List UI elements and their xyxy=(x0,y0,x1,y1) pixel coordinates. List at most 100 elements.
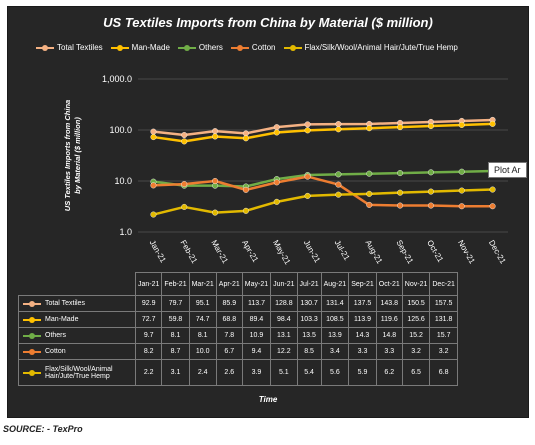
legend-item-cotton: Cotton xyxy=(230,43,276,52)
x-tick-label: Mar-21 xyxy=(209,239,230,266)
data-point xyxy=(150,182,157,189)
series-line xyxy=(153,188,493,216)
data-point xyxy=(212,209,219,216)
table-cell: 15.7 xyxy=(429,327,458,344)
table-cell: 98.4 xyxy=(270,311,298,328)
table-cell: 13.1 xyxy=(270,327,298,344)
table-cell: 130.7 xyxy=(296,295,322,312)
table-cell: 13.5 xyxy=(296,327,322,344)
chart-area: US Textiles Imports from China by Materi… xyxy=(7,6,529,418)
legend-swatch xyxy=(283,44,302,52)
table-row: Total Textiles 92.9 79.7 95.1 85.9 113.7… xyxy=(18,295,458,312)
table-cell: 8.1 xyxy=(188,327,217,344)
table-cell: 6.2 xyxy=(375,359,403,386)
table-cell: 128.8 xyxy=(270,295,298,312)
table-row-label: Total Textiles xyxy=(45,300,85,307)
table-cell: 119.6 xyxy=(375,311,403,328)
table-row: Cotton 8.2 8.7 10.0 6.7 9.4 12.2 8.5 3.4… xyxy=(18,343,458,360)
data-point xyxy=(458,121,465,128)
x-tick-label: Sep-21 xyxy=(394,239,415,266)
data-point xyxy=(181,181,188,188)
table-cell: 3.1 xyxy=(161,359,190,386)
table-cell: 14.8 xyxy=(375,327,403,344)
table-cell: 8.7 xyxy=(161,343,190,360)
table-row-label: Cotton xyxy=(45,348,66,355)
x-tick-label: Apr-21 xyxy=(240,239,260,265)
table-cell: 79.7 xyxy=(161,295,190,312)
x-tick-label: Dec-21 xyxy=(487,239,508,266)
table-cell: 5.6 xyxy=(320,359,350,386)
data-point xyxy=(335,121,342,128)
plot-area-tooltip: Plot Ar xyxy=(488,162,527,178)
data-point xyxy=(427,123,434,130)
table-header-cell: Sep-21 xyxy=(348,272,377,296)
x-axis-title: Time xyxy=(258,395,278,404)
series-line xyxy=(153,169,493,188)
table-cell: 157.5 xyxy=(429,295,458,312)
table-cell: 131.4 xyxy=(320,295,350,312)
data-point xyxy=(273,179,280,186)
table-cell: 95.1 xyxy=(188,295,217,312)
table-row-header: Cotton xyxy=(18,343,136,360)
table-cell: 74.7 xyxy=(188,311,217,328)
table-cell: 15.2 xyxy=(401,327,431,344)
x-tick-label: Oct-21 xyxy=(425,239,445,265)
data-point xyxy=(212,177,219,184)
table-row-header: Man-Made xyxy=(18,311,136,328)
data-point xyxy=(366,190,373,197)
table-cell: 103.3 xyxy=(296,311,322,328)
table-cell: 92.9 xyxy=(134,295,163,312)
table-cell: 2.4 xyxy=(188,359,217,386)
table-cell: 72.7 xyxy=(134,311,163,328)
table-cell: 143.8 xyxy=(375,295,403,312)
legend-item-man-made: Man-Made xyxy=(110,43,170,52)
data-point xyxy=(366,170,373,177)
x-tick-label: Jan-21 xyxy=(148,239,168,265)
data-point xyxy=(273,198,280,205)
table-cell: 150.5 xyxy=(401,295,431,312)
data-point xyxy=(335,191,342,198)
legend-swatch xyxy=(230,44,249,52)
table-header-cell: Aug-21 xyxy=(320,272,350,296)
y-tick-label: 1.0 xyxy=(119,227,132,237)
legend-swatch xyxy=(36,44,54,52)
table-header-row: Jan-21 Feb-21 Mar-21 Apr-21 May-21 Jun-2… xyxy=(19,272,458,296)
table-cell: 85.9 xyxy=(215,295,243,312)
table-header-cell: Jun-21 xyxy=(270,272,298,296)
table-cell: 113.9 xyxy=(348,311,377,328)
x-tick-label: May-21 xyxy=(271,239,292,267)
table-cell: 7.8 xyxy=(215,327,243,344)
table-cell: 3.4 xyxy=(320,343,350,360)
table-header-cell: Mar-21 xyxy=(188,272,217,296)
table-cell: 3.2 xyxy=(401,343,431,360)
y-axis-title: US Textiles Imports from Chinaby Materia… xyxy=(63,100,82,211)
table-header-cell: Oct-21 xyxy=(375,272,403,296)
table-row-swatch xyxy=(23,332,41,340)
table-cell: 14.3 xyxy=(348,327,377,344)
legend-item-flax: Flax/Silk/Wool/Animal Hair/Jute/True Hem… xyxy=(283,43,458,52)
table-cell: 113.7 xyxy=(241,295,272,312)
legend-label: Cotton xyxy=(251,43,276,52)
plot-area[interactable]: 1.0 10.0 100.0 1,000.0 US Textiles Imports f… xyxy=(8,7,528,417)
series-line xyxy=(153,122,493,143)
data-table: Jan-21 Feb-21 Mar-21 Apr-21 May-21 Jun-2… xyxy=(18,272,458,386)
table-cell: 59.8 xyxy=(161,311,190,328)
data-point xyxy=(242,135,249,142)
y-tick-label: 10.0 xyxy=(114,176,132,186)
chart-title: US Textiles Imports from China by Materi… xyxy=(103,15,433,30)
table-cell: 10.0 xyxy=(188,343,217,360)
data-point xyxy=(427,188,434,195)
y-axis-title-line: by Material ($ million) xyxy=(73,117,82,194)
table-cell: 5.9 xyxy=(348,359,377,386)
table-cell: 3.2 xyxy=(429,343,458,360)
data-point xyxy=(242,207,249,214)
x-tick-label: Jul-21 xyxy=(333,239,352,263)
table-cell: 8.5 xyxy=(296,343,322,360)
table-header-cell: Jan-21 xyxy=(134,272,163,296)
table-cell: 2.6 xyxy=(215,359,243,386)
table-cell: 5.1 xyxy=(270,359,298,386)
data-point xyxy=(304,173,311,180)
x-tick-label: Aug-21 xyxy=(364,239,385,266)
data-point xyxy=(458,203,465,210)
table-row-swatch xyxy=(23,348,41,356)
